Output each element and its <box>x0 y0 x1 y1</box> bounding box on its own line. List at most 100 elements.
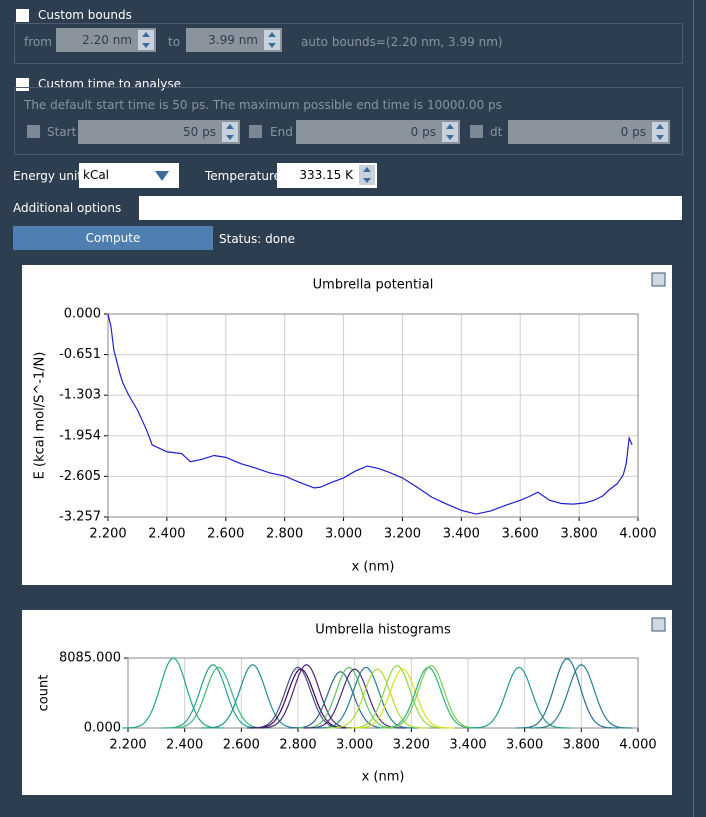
x-tick-label: 3.200 <box>384 527 421 542</box>
x-tick-label: 3.600 <box>502 527 539 542</box>
y-axis-label: E (kcal mol/S^-1/N) <box>33 352 48 480</box>
label: Energy unit <box>13 169 83 183</box>
checkbox[interactable] <box>27 125 40 138</box>
label: dt <box>490 125 503 139</box>
note: The default start time is 50 ps. The max… <box>24 98 502 112</box>
dropdown[interactable]: kCal <box>79 163 179 188</box>
chart-title: Umbrella histograms <box>315 623 451 638</box>
y-tick-label: 0.000 <box>84 721 121 736</box>
spinbox[interactable]: 0 ps <box>296 120 460 144</box>
histogram-curve <box>161 664 265 729</box>
x-tick-label: 2.800 <box>266 527 303 542</box>
y-tick-label: -0.651 <box>59 347 101 362</box>
x-axis-label: x (nm) <box>352 560 395 575</box>
spinbox[interactable]: 3.99 nm <box>186 28 282 52</box>
save-icon[interactable] <box>651 272 666 287</box>
histogram-curve <box>297 666 401 729</box>
value: kCal <box>83 168 110 182</box>
histogram-curve <box>255 664 358 729</box>
chart: Umbrella histograms x (nm) count 2.200 2.400… <box>22 610 672 795</box>
value: 0 ps <box>410 125 436 139</box>
histogram-curve <box>122 657 225 729</box>
label: Additional options <box>13 201 122 215</box>
histogram-curve <box>201 664 304 729</box>
histogram-curve <box>167 666 270 729</box>
x-tick-label: 2.400 <box>148 527 185 542</box>
chart: Umbrella potential x (nm) E (kcal mol/S^-1… <box>22 265 672 585</box>
label: from <box>24 35 52 49</box>
y-tick-label: -1.303 <box>59 388 101 403</box>
y-tick-label: 0.000 <box>64 307 101 322</box>
y-axis-label: count <box>37 675 52 712</box>
save-icon[interactable] <box>651 617 666 632</box>
status: Status: done <box>219 232 296 246</box>
spinbox[interactable]: 0 ps <box>508 120 670 144</box>
potential-line <box>107 313 633 515</box>
arrows[interactable] <box>138 30 154 50</box>
group-box <box>14 23 683 64</box>
group-box <box>14 87 683 155</box>
x-tick-label: 3.000 <box>336 738 373 753</box>
x-tick-label: 3.800 <box>561 527 598 542</box>
arrows[interactable] <box>222 122 238 142</box>
histogram-curve <box>249 668 352 729</box>
spinbox[interactable]: 2.20 nm <box>56 28 156 52</box>
histogram-curve <box>351 668 454 729</box>
compute-button[interactable]: Compute <box>13 226 213 250</box>
y-tick-label: -2.605 <box>59 469 101 484</box>
chart-title: Umbrella potential <box>313 278 434 293</box>
arrows[interactable] <box>264 30 280 50</box>
x-tick-label: 3.000 <box>325 527 362 542</box>
histogram-curve <box>530 664 633 729</box>
arrows[interactable] <box>359 165 375 185</box>
checkbox[interactable] <box>249 125 262 138</box>
value: 3.99 nm <box>208 33 258 47</box>
y-tick-label: -1.954 <box>59 428 101 443</box>
x-tick-label: 3.400 <box>443 527 480 542</box>
histogram-curve <box>346 665 449 729</box>
histogram-curve <box>326 668 429 729</box>
x-axis-label: x (nm) <box>362 770 405 785</box>
divider <box>693 0 694 817</box>
label: Start <box>47 125 77 139</box>
x-tick-label: 3.400 <box>449 738 486 753</box>
x-tick-label: 2.200 <box>89 527 126 542</box>
value: 0 ps <box>620 125 646 139</box>
x-tick-label: 3.200 <box>393 738 430 753</box>
value: 2.20 nm <box>82 33 132 47</box>
checkbox[interactable] <box>16 9 29 22</box>
x-tick-label: 4.000 <box>619 527 656 542</box>
histogram-curve <box>289 671 392 729</box>
histogram-curve <box>467 666 571 729</box>
x-tick-label: 2.600 <box>207 527 244 542</box>
x-tick-label: 2.800 <box>279 738 316 753</box>
histogram-curve <box>380 665 483 729</box>
x-tick-label: 3.800 <box>563 738 600 753</box>
checkbox[interactable] <box>470 125 483 138</box>
histogram-curve <box>314 666 418 729</box>
y-tick-label: -3.257 <box>59 510 101 525</box>
dropdown-arrow <box>155 171 169 181</box>
y-tick-label: 8085.000 <box>59 651 121 666</box>
value: 333.15 K <box>299 168 353 182</box>
histogram-curve <box>516 658 619 729</box>
x-tick-label: 2.200 <box>109 738 146 753</box>
spinbox[interactable]: 333.15 K <box>277 163 377 188</box>
label: Custom bounds <box>38 8 132 22</box>
histogram-curve <box>303 668 406 729</box>
spinbox[interactable]: 50 ps <box>78 120 240 144</box>
x-tick-label: 3.600 <box>506 738 543 753</box>
value: 50 ps <box>183 125 216 139</box>
plot-frame <box>107 313 639 518</box>
arrows[interactable] <box>442 122 458 142</box>
label: End <box>270 125 293 139</box>
arrows[interactable] <box>652 122 668 142</box>
text-input[interactable] <box>139 196 682 220</box>
label: Temperature <box>205 169 282 183</box>
label: to <box>168 35 181 49</box>
x-tick-label: 2.400 <box>166 738 203 753</box>
x-tick-label: 2.600 <box>223 738 260 753</box>
label: auto bounds=(2.20 nm, 3.99 nm) <box>301 35 503 49</box>
x-tick-label: 4.000 <box>619 738 656 753</box>
